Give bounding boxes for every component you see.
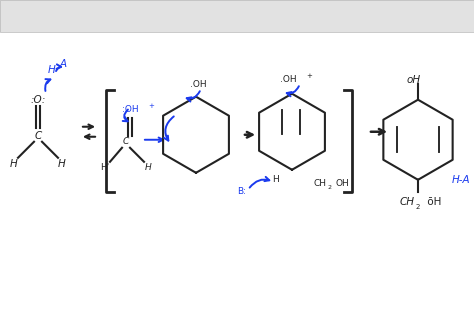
Text: C: C — [123, 137, 129, 146]
Text: ▣: ▣ — [262, 12, 273, 22]
Circle shape — [308, 7, 325, 24]
Text: 2: 2 — [328, 185, 332, 190]
Text: ꜛ: ꜛ — [161, 12, 164, 22]
Text: H-A: H-A — [452, 175, 471, 185]
Circle shape — [356, 7, 373, 24]
Text: .OH: .OH — [280, 75, 297, 84]
Text: H': H' — [100, 163, 109, 172]
Text: H: H — [145, 163, 151, 172]
Circle shape — [332, 7, 349, 24]
Text: H: H — [272, 175, 279, 184]
Text: /: / — [223, 10, 227, 23]
Text: ōH: ōH — [424, 197, 441, 207]
Text: OH: OH — [336, 179, 350, 188]
Text: ↺: ↺ — [112, 10, 123, 23]
Text: ▭: ▭ — [242, 12, 251, 22]
Text: CH: CH — [400, 197, 415, 207]
Text: ↻: ↻ — [136, 10, 146, 23]
Text: B:: B: — [237, 187, 246, 196]
Text: H: H — [48, 65, 56, 75]
Text: ✶: ✶ — [201, 13, 209, 21]
Text: ◇: ◇ — [180, 12, 188, 22]
Text: .OH: .OH — [190, 80, 207, 89]
Text: :OH: :OH — [122, 105, 138, 114]
Text: 2: 2 — [416, 204, 420, 210]
Circle shape — [284, 7, 301, 24]
Text: oH: oH — [407, 75, 421, 85]
Text: :O:: :O: — [30, 95, 46, 105]
Text: +: + — [148, 103, 154, 109]
Text: CH: CH — [314, 179, 327, 188]
Text: C: C — [35, 131, 42, 141]
Text: A: A — [59, 59, 66, 69]
Text: H: H — [10, 159, 18, 169]
Text: +: + — [306, 73, 312, 79]
Text: H: H — [58, 159, 66, 169]
